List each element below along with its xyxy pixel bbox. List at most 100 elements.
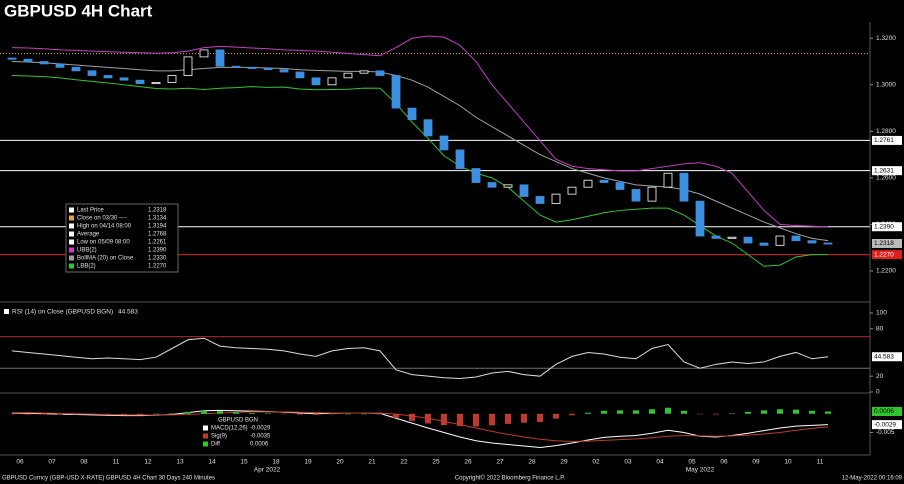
candle <box>87 70 97 76</box>
legend-swatch <box>69 207 74 213</box>
candle <box>663 172 673 188</box>
y-tick-label: 20 <box>876 373 884 380</box>
y-tick-label: 80 <box>876 325 884 332</box>
panel-label-swatch <box>4 309 9 314</box>
legend-label: High on 04/14 08:00 <box>77 224 132 230</box>
legend-swatch <box>69 239 74 245</box>
histogram-bar <box>313 413 319 415</box>
histogram-bar <box>713 413 719 415</box>
legend-value: 1.2270 <box>148 264 167 270</box>
x-tick-label: 14 <box>208 459 216 466</box>
histogram-bar <box>89 413 95 415</box>
y-tick-label: 1.2600 <box>876 175 896 182</box>
histogram-bar <box>473 413 479 427</box>
legend-box <box>200 414 276 450</box>
candle <box>183 56 193 76</box>
candle <box>535 196 545 204</box>
legend-swatch <box>69 247 74 253</box>
legend-value: -0.0035 <box>250 434 271 440</box>
series-line <box>11 337 829 380</box>
legend-value: 0.0006 <box>250 442 269 448</box>
x-tick-label: 15 <box>240 459 248 466</box>
histogram-bar <box>345 413 351 415</box>
legend-label: LBB(2) <box>77 264 96 270</box>
legend-value: 1.3134 <box>148 216 167 222</box>
histogram-bar <box>201 410 207 414</box>
histogram-bar <box>665 407 671 414</box>
candle <box>23 58 33 62</box>
last-value-label: -0.0029 <box>874 421 896 428</box>
histogram-bar <box>505 413 511 424</box>
last-value-label-box <box>872 420 902 430</box>
last-price-label: 1.2318 <box>874 240 894 247</box>
histogram-bar <box>377 413 383 415</box>
candle <box>103 75 113 79</box>
legend-box <box>65 203 179 273</box>
histogram-bar <box>729 413 735 414</box>
legend-label: Low on 05/09 08:00 <box>77 240 130 246</box>
level-label: 1.2270 <box>874 251 894 258</box>
x-tick-label: 10 <box>784 459 792 466</box>
candle <box>743 236 753 244</box>
candle <box>327 77 337 86</box>
x-tick-label: 13 <box>176 459 184 466</box>
histogram-bar <box>137 413 143 415</box>
histogram-bar <box>793 409 799 414</box>
histogram-bar <box>57 413 63 415</box>
x-tick-label: 02 <box>592 459 600 466</box>
x-tick-label: 21 <box>368 459 376 466</box>
last-value-label-box <box>872 352 902 362</box>
histogram-bar <box>569 413 575 416</box>
candle <box>55 63 65 68</box>
histogram-bar <box>393 413 399 418</box>
candle <box>519 184 529 197</box>
y-tick-label: -0.005 <box>876 429 895 436</box>
histogram-bar <box>169 413 175 414</box>
legend-label: Last Price <box>77 208 104 214</box>
candle <box>247 66 257 69</box>
histogram-bar <box>361 413 367 415</box>
y-tick-label: 1.3200 <box>876 35 896 42</box>
x-tick-label: 09 <box>752 459 760 466</box>
candle <box>343 72 353 79</box>
legend-label: MACD(12,26) <box>211 426 248 432</box>
x-tick-label: 19 <box>304 459 312 466</box>
candle <box>311 77 321 86</box>
legend-swatch <box>69 231 74 237</box>
level-label-box <box>872 135 902 145</box>
histogram-bar <box>601 410 607 414</box>
x-tick-label: 08 <box>80 459 88 466</box>
legend-label: UBB(2) <box>77 248 97 254</box>
histogram-bar <box>73 413 79 415</box>
level-label: 1.2390 <box>874 223 894 230</box>
x-tick-label: 06 <box>720 459 728 466</box>
candle <box>679 172 689 202</box>
panel-label: RSI (14) on Close (GBPUSD BGN) <box>12 309 113 316</box>
footer-center: Copyright© 2022 Bloomberg Finance L.P. <box>455 475 566 482</box>
candle <box>439 135 449 151</box>
candle <box>567 186 577 195</box>
legend-label: BollMA (20) on Close <box>77 256 134 262</box>
histogram-bar <box>457 413 463 427</box>
legend-swatch <box>69 255 74 261</box>
x-tick-label: 11 <box>113 459 120 466</box>
candle <box>263 68 273 71</box>
legend-value: 1.2390 <box>148 248 167 254</box>
x-tick-label: 26 <box>464 459 472 466</box>
histogram-bar <box>553 413 559 419</box>
histogram-bar <box>425 413 431 424</box>
footer-left: GBPUSD Curncy (GBP-USD X-RATE) GBPUSD 4H… <box>2 476 215 482</box>
candle <box>215 49 225 67</box>
candle <box>759 242 769 246</box>
y-tick-label: 1.2800 <box>876 128 896 135</box>
series-line <box>12 411 829 443</box>
candle <box>775 235 785 246</box>
x-tick-label: 07 <box>48 459 56 466</box>
y-tick-label: 1.2200 <box>876 268 896 275</box>
histogram-bar <box>281 413 287 415</box>
x-tick-label: 22 <box>400 459 408 466</box>
candle <box>791 235 801 242</box>
chart-title: GBPUSD 4H Chart <box>4 1 153 20</box>
histogram-bar <box>633 410 639 414</box>
histogram-bar <box>761 410 767 414</box>
